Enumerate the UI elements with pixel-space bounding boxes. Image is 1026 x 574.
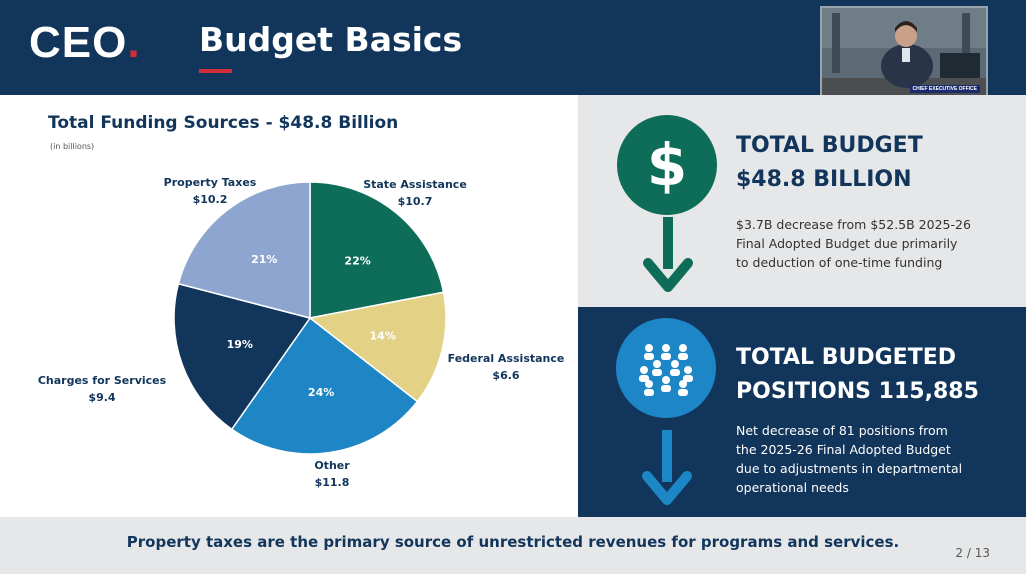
total-positions-description: Net decrease of 81 positions from the 20… xyxy=(736,423,963,495)
pie-percent-label: 24% xyxy=(308,386,334,399)
pie-slice-federal-assistance xyxy=(308,291,447,403)
pie-slice-other xyxy=(230,316,419,455)
total-positions-line1: TOTAL BUDGETED xyxy=(736,345,956,370)
svg-text:$: $ xyxy=(647,131,687,199)
video-caption: CHIEF EXECUTIVE OFFICE xyxy=(909,85,980,93)
video-feed-image xyxy=(822,8,986,99)
pie-slice-property-taxes xyxy=(177,181,311,319)
pie-category-label: Property Taxes xyxy=(164,176,257,189)
down-arrow-icon xyxy=(642,430,692,505)
total-budget-line1: TOTAL BUDGET xyxy=(736,133,923,158)
dollar-icon: $ xyxy=(647,131,687,199)
total-budget-title: TOTAL BUDGET $48.8 BILLION xyxy=(736,129,923,197)
pie-percent-label: 21% xyxy=(251,253,277,266)
pie-value-label: $6.6 xyxy=(492,369,519,382)
ceo-logo: CEO. xyxy=(29,18,141,68)
total-positions-title: TOTAL BUDGETED POSITIONS 115,885 xyxy=(736,341,979,409)
pie-percent-label: 22% xyxy=(344,254,370,267)
people-circle xyxy=(616,318,716,418)
total-budget-description: $3.7B decrease from $52.5B 2025-26 Final… xyxy=(736,217,971,270)
logo-text: CEO xyxy=(29,18,128,67)
video-feed: CHIEF EXECUTIVE OFFICE xyxy=(820,6,988,101)
pie-category-label: State Assistance xyxy=(363,178,467,191)
total-budget-line2: $48.8 BILLION xyxy=(736,167,912,192)
pie-category-label: Charges for Services xyxy=(38,374,167,387)
pie-chart: 22% State Assistance $10.7 14% Federal Assis… xyxy=(38,176,565,489)
pie-value-label: $11.8 xyxy=(315,476,350,489)
pie-slice-state-assistance xyxy=(309,181,445,319)
down-arrow-icon xyxy=(643,217,693,292)
dollar-circle: $ xyxy=(617,115,717,215)
pie-slice-charges-for-services xyxy=(173,282,312,431)
pie-value-label: $10.2 xyxy=(193,193,228,206)
pie-percent-label: 14% xyxy=(370,329,396,342)
page-title: Budget Basics xyxy=(199,20,463,59)
pie-value-label: $9.4 xyxy=(88,391,115,404)
total-positions-line2: POSITIONS 115,885 xyxy=(736,379,979,404)
footer-bar xyxy=(0,517,1026,574)
page-number: 2 / 13 xyxy=(955,546,990,560)
footer-statement: Property taxes are the primary source of… xyxy=(126,533,900,551)
chart-subtitle: (in billions) xyxy=(50,142,95,151)
chart-title: Total Funding Sources - $48.8 Billion xyxy=(48,113,399,133)
pie-category-label: Federal Assistance xyxy=(448,352,565,365)
pie-category-label: Other xyxy=(314,459,350,472)
people-group-icon xyxy=(639,344,693,396)
pie-percent-label: 19% xyxy=(227,338,253,351)
title-underline xyxy=(199,69,232,73)
pie-value-label: $10.7 xyxy=(398,195,433,208)
logo-dot: . xyxy=(127,18,141,67)
